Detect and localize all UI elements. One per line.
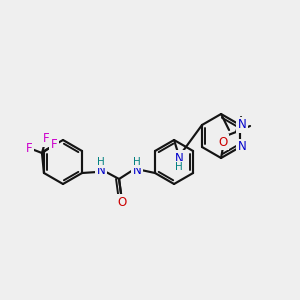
Text: N: N	[238, 140, 247, 154]
Text: H: H	[133, 157, 141, 167]
Text: N: N	[133, 164, 141, 178]
Text: N: N	[97, 164, 105, 178]
Text: H: H	[97, 157, 105, 167]
Text: F: F	[26, 142, 32, 154]
Text: F: F	[51, 139, 57, 152]
Text: H: H	[175, 162, 183, 172]
Text: F: F	[43, 133, 49, 146]
Text: N: N	[238, 118, 247, 131]
Text: O: O	[117, 196, 127, 208]
Text: O: O	[218, 136, 228, 148]
Text: N: N	[175, 152, 183, 164]
